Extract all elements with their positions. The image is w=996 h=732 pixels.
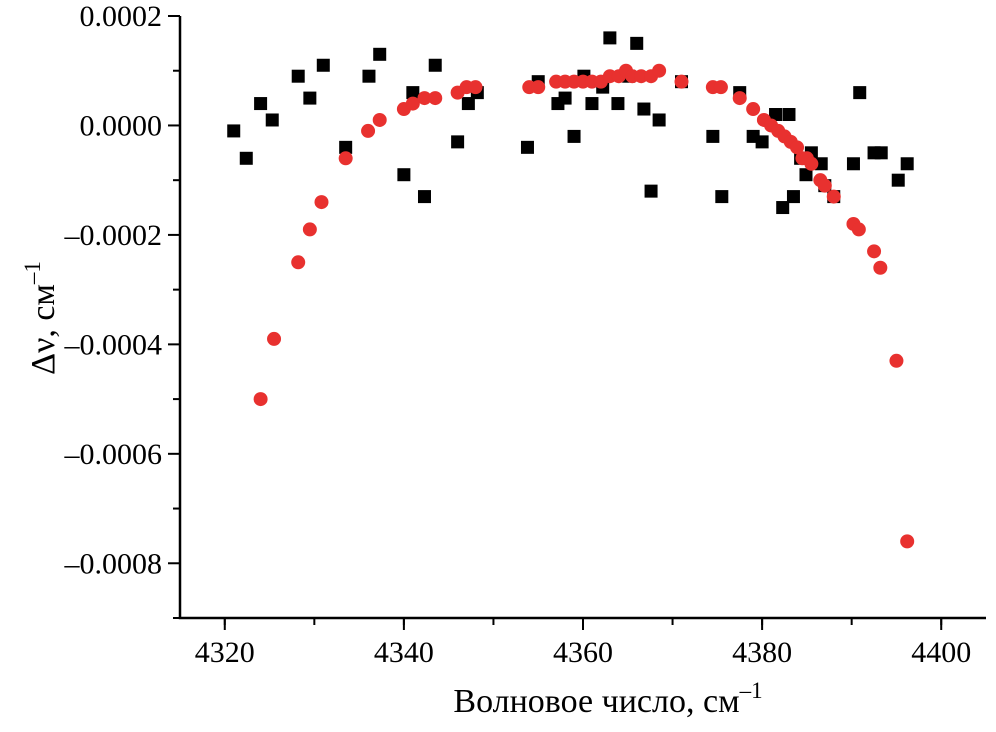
data-point-circle — [405, 96, 420, 111]
data-point-circle — [674, 74, 689, 89]
data-point-square — [874, 146, 888, 160]
data-point-square — [603, 31, 617, 45]
data-point-circle — [338, 151, 353, 166]
y-axis-title-sup: –1 — [20, 261, 45, 285]
data-point-square — [417, 190, 431, 204]
data-point-square — [254, 97, 268, 111]
data-point-square — [786, 190, 800, 204]
data-point-circle — [826, 189, 841, 204]
data-point-square — [900, 157, 914, 171]
data-point-circle — [817, 178, 832, 193]
data-point-square — [520, 140, 534, 154]
data-point-square — [776, 201, 790, 215]
data-point-circle — [889, 353, 904, 368]
data-point-circle — [417, 91, 432, 106]
data-point-square — [265, 113, 279, 127]
x-axis-title-sup: –1 — [739, 678, 763, 703]
x-tick-label: 4380 — [732, 636, 792, 669]
data-point-square — [428, 58, 442, 72]
data-point-circle — [302, 222, 317, 237]
data-point-circle — [867, 244, 882, 259]
data-point-square — [406, 86, 420, 100]
data-point-square — [611, 97, 625, 111]
data-point-square — [239, 151, 253, 165]
data-point-square — [316, 58, 330, 72]
data-point-square — [303, 91, 317, 105]
data-point-square — [373, 47, 387, 61]
data-point-square — [769, 108, 783, 122]
x-tick-label: 4320 — [195, 636, 255, 669]
data-point-square — [227, 124, 241, 138]
data-point-square — [558, 91, 572, 105]
data-point-circle — [531, 80, 546, 95]
data-point-circle — [873, 260, 888, 275]
data-point-square — [585, 97, 599, 111]
data-point-square — [362, 69, 376, 83]
series-squares — [227, 31, 914, 215]
data-point-circle — [851, 222, 866, 237]
x-tick-label: 4400 — [911, 636, 971, 669]
y-tick-label: –0.0002 — [64, 219, 163, 252]
data-point-square — [397, 168, 411, 182]
data-point-circle — [713, 80, 728, 95]
tick-labels: 4320 4340 4360 4380 4400 0.0002 0.0000 –0.0002 –… — [64, 0, 972, 669]
y-tick-label: –0.0008 — [64, 547, 163, 580]
data-point-circle — [790, 140, 805, 155]
data-point-square — [782, 108, 796, 122]
data-point-circle — [634, 69, 649, 84]
data-point-square — [291, 69, 305, 83]
data-point-circle — [267, 331, 282, 346]
data-point-square — [814, 157, 828, 171]
data-point-square — [644, 184, 658, 198]
data-point-circle — [291, 255, 306, 270]
data-point-circle — [428, 91, 443, 106]
data-point-square — [706, 129, 720, 143]
data-point-square — [846, 157, 860, 171]
x-tick-label: 4340 — [374, 636, 434, 669]
data-point-circle — [361, 123, 376, 138]
series-circles — [253, 63, 915, 549]
data-point-square — [567, 129, 581, 143]
data-point-circle — [746, 102, 761, 117]
x-axis-title: Волновое число, см–1 — [453, 678, 762, 720]
y-tick-label: –0.0006 — [64, 438, 163, 471]
y-axis-title: Δν, см–1 — [20, 261, 62, 375]
y-tick-label: 0.0000 — [80, 109, 163, 142]
axes — [178, 16, 986, 620]
data-point-square — [715, 190, 729, 204]
data-point-square — [853, 86, 867, 100]
data-point-circle — [732, 91, 747, 106]
data-point-circle — [468, 80, 483, 95]
data-point-circle — [804, 156, 819, 171]
data-point-square — [451, 135, 465, 149]
data-point-square — [461, 97, 475, 111]
data-point-square — [891, 173, 905, 187]
data-point-square — [799, 168, 813, 182]
data-point-circle — [900, 534, 915, 549]
data-point-square — [652, 113, 666, 127]
data-point-square — [630, 36, 644, 50]
data-point-circle — [372, 112, 387, 127]
data-point-circle — [652, 63, 667, 78]
data-point-square — [339, 140, 353, 154]
data-point-circle — [253, 392, 268, 407]
data-point-circle — [314, 195, 329, 210]
x-tick-label: 4360 — [553, 636, 613, 669]
data-point-square — [637, 102, 651, 116]
y-tick-label: –0.0004 — [64, 328, 163, 361]
ticks — [168, 15, 943, 630]
y-tick-label: 0.0002 — [80, 0, 163, 33]
data-point-square — [755, 135, 769, 149]
